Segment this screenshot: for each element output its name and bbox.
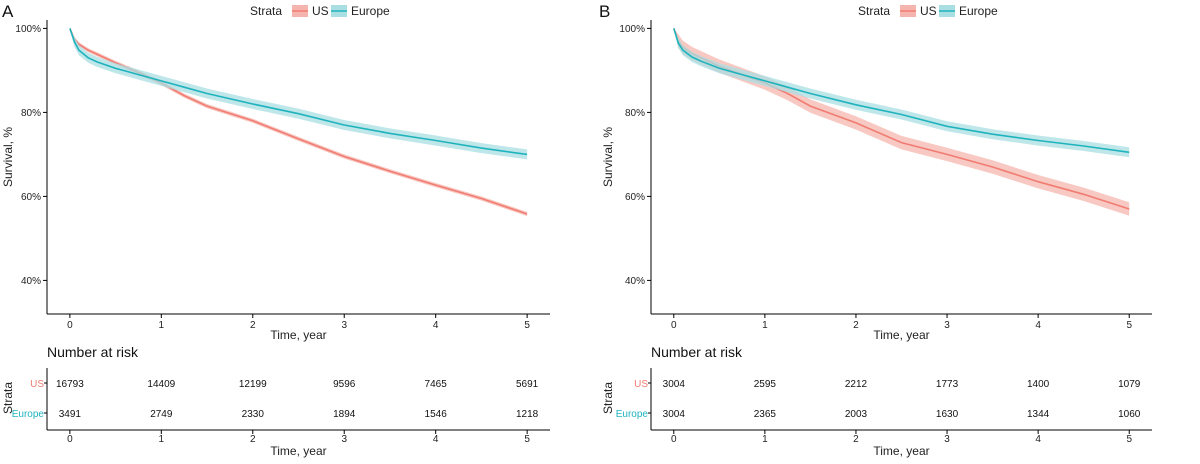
panel-b-risk-count: 1060 <box>1118 409 1141 420</box>
panel-a-x-tick-label: 2 <box>250 320 256 331</box>
panel-b-x-tick-label: 1 <box>762 320 768 331</box>
panel-b-risk-row-label-us: US <box>634 379 648 390</box>
panel-b-risk-count: 1400 <box>1027 379 1050 390</box>
panel-b-risk-count: 3004 <box>663 379 686 390</box>
panel-a-y-axis-label: Survival, % <box>1 127 15 187</box>
panel-b-legend-label-europe: Europe <box>959 4 998 18</box>
panel-b-x-tick-label: 0 <box>671 320 677 331</box>
panel-b-risk-x-tick-label: 3 <box>944 434 950 445</box>
panel-a-risk-count: 1218 <box>516 409 539 420</box>
panel-a-y-tick-label: 40% <box>21 276 41 287</box>
panel-a-ci-band-us <box>69 28 528 217</box>
panel-a-x-tick-label: 4 <box>433 320 439 331</box>
panel-b-risk-count: 1079 <box>1118 379 1141 390</box>
panel-b-risk-count: 1773 <box>936 379 959 390</box>
panel-b-risk-row-label-europe: Europe <box>616 409 649 420</box>
panel-a-letter: A <box>2 2 14 21</box>
panel-a-risk-x-axis-label: Time, year <box>270 444 326 458</box>
panel-a-risk-count: 5691 <box>516 379 539 390</box>
panel-b-survival-line-europe <box>673 28 1130 154</box>
panel-b-y-tick-label: 60% <box>625 192 645 203</box>
panel-a-x-tick-label: 3 <box>341 320 347 331</box>
panel-b-x-tick-label: 3 <box>944 320 950 331</box>
panel-a-risk-count: 14409 <box>147 379 175 390</box>
panel-a-risk-count: 16793 <box>56 379 84 390</box>
panel-a-risk-title: Number at risk <box>47 344 139 360</box>
panel-b-legend-label-us: US <box>920 4 937 18</box>
panel-b-risk-x-tick-label: 4 <box>1035 434 1041 445</box>
panel-a-risk-count: 7465 <box>425 379 448 390</box>
panel-b-risk-count: 2595 <box>754 379 777 390</box>
panel-a-x-tick-label: 0 <box>67 320 73 331</box>
panel-a-risk-x-tick-label: 3 <box>341 434 347 445</box>
panel-b-y-axis-label: Survival, % <box>601 127 615 187</box>
panel-b-risk-count: 1344 <box>1027 409 1050 420</box>
panel-b-risk-x-tick-label: 1 <box>762 434 768 445</box>
panel-b-x-tick-label: 2 <box>853 320 859 331</box>
panel-b-risk-title: Number at risk <box>651 344 743 360</box>
panel-b-risk-x-tick-label: 2 <box>853 434 859 445</box>
panel-a-x-axis-label: Time, year <box>270 328 326 342</box>
panel-a-risk-count: 3491 <box>59 409 82 420</box>
panel-b-risk-x-tick-label: 0 <box>671 434 677 445</box>
panel-a-y-tick-label: 80% <box>21 108 41 119</box>
panel-a-risk-x-tick-label: 4 <box>433 434 439 445</box>
panel-b-y-tick-label: 40% <box>625 276 645 287</box>
panel-a-risk-count: 2749 <box>150 409 173 420</box>
panel-b-risk-x-tick-label: 5 <box>1126 434 1132 445</box>
panel-b-risk-count: 2365 <box>754 409 777 420</box>
panel-a-x-tick-label: 1 <box>159 320 165 331</box>
panel-b-x-tick-label: 5 <box>1126 320 1132 331</box>
panel-b-ci-band-us <box>673 28 1130 216</box>
panel-b-x-tick-label: 4 <box>1035 320 1041 331</box>
panel-b-risk-x-axis-label: Time, year <box>873 444 929 458</box>
panel-b-legend-title: Strata <box>858 4 890 18</box>
panel-b-letter: B <box>599 2 610 21</box>
panel-a-x-tick-label: 5 <box>524 320 530 331</box>
panel-b-x-axis-label: Time, year <box>873 328 929 342</box>
panel-a-risk-x-tick-label: 5 <box>524 434 530 445</box>
panel-a-survival-line-us <box>69 28 528 215</box>
panel-a-legend-label-us: US <box>312 4 329 18</box>
panel-a-risk-row-label-europe: Europe <box>12 409 45 420</box>
panel-a-risk-x-tick-label: 1 <box>159 434 165 445</box>
panel-a-risk-x-tick-label: 2 <box>250 434 256 445</box>
panel-a-risk-x-tick-label: 0 <box>67 434 73 445</box>
panel-a-risk-count: 1894 <box>333 409 356 420</box>
panel-b-ci-band-europe <box>673 28 1130 158</box>
panel-a-risk-ylabel: Strata <box>1 382 15 414</box>
panel-b-risk-count: 3004 <box>663 409 686 420</box>
panel-b-risk-count: 2212 <box>845 379 868 390</box>
panel-a-legend-title: Strata <box>250 4 282 18</box>
panel-b-risk-ylabel: Strata <box>601 382 615 414</box>
panel-b-risk-count: 2003 <box>845 409 868 420</box>
panel-a-survival-line-europe <box>69 28 528 156</box>
panel-a-y-tick-label: 60% <box>21 192 41 203</box>
panel-a-ci-band-europe <box>69 28 528 160</box>
panel-b-risk-count: 1630 <box>936 409 959 420</box>
panel-a-risk-row-label-us: US <box>30 379 44 390</box>
panel-a-risk-count: 1546 <box>425 409 448 420</box>
panel-a-legend-label-europe: Europe <box>351 4 390 18</box>
panel-a-risk-count: 12199 <box>239 379 267 390</box>
panel-a-risk-count: 9596 <box>333 379 356 390</box>
panel-a-risk-count: 2330 <box>242 409 265 420</box>
panel-b-y-tick-label: 100% <box>619 24 645 35</box>
panel-b-y-tick-label: 80% <box>625 108 645 119</box>
panel-a-y-tick-label: 100% <box>15 24 41 35</box>
